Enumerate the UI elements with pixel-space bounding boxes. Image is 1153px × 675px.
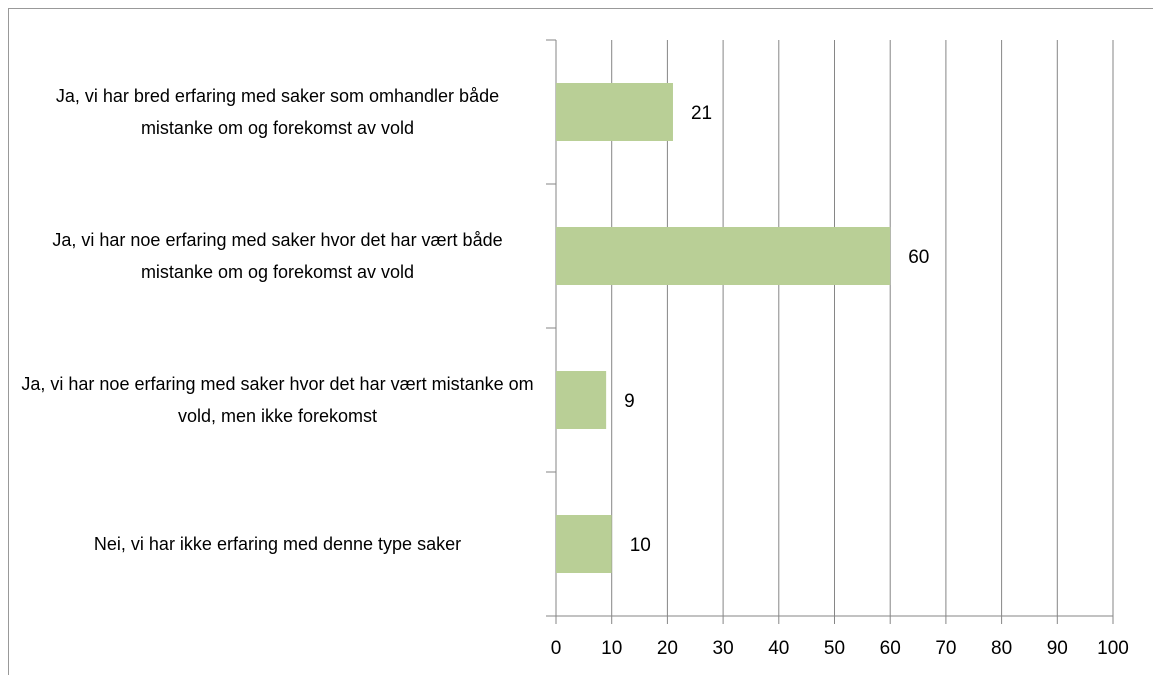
bar xyxy=(556,227,891,285)
data-label: 60 xyxy=(908,247,929,268)
y-tick-label: Ja, vi har bred erfaring med saker som o… xyxy=(55,86,500,138)
y-tick-label: Ja, vi har noe erfaring med saker hvor d… xyxy=(52,230,503,282)
x-tick-label: 60 xyxy=(880,638,901,659)
bar xyxy=(556,515,612,573)
x-tick-label: 50 xyxy=(824,638,845,659)
data-label: 9 xyxy=(624,391,635,412)
x-tick-label: 20 xyxy=(657,638,678,659)
data-label: 21 xyxy=(691,103,712,124)
x-tick-label: 100 xyxy=(1097,638,1129,659)
x-tick-label: 80 xyxy=(991,638,1012,659)
frame xyxy=(8,8,1153,675)
x-tick-label: 10 xyxy=(601,638,622,659)
x-tick-label: 40 xyxy=(768,638,789,659)
x-tick-label: 90 xyxy=(1047,638,1068,659)
x-tick-label: 30 xyxy=(713,638,734,659)
bar xyxy=(556,371,607,429)
x-tick-label: 0 xyxy=(551,638,562,659)
data-label: 10 xyxy=(630,535,651,556)
y-tick-label: Nei, vi har ikke erfaring med denne type… xyxy=(93,534,462,554)
x-tick-label: 70 xyxy=(935,638,956,659)
bar xyxy=(556,83,673,141)
y-tick-label: Ja, vi har noe erfaring med saker hvor d… xyxy=(21,374,534,426)
